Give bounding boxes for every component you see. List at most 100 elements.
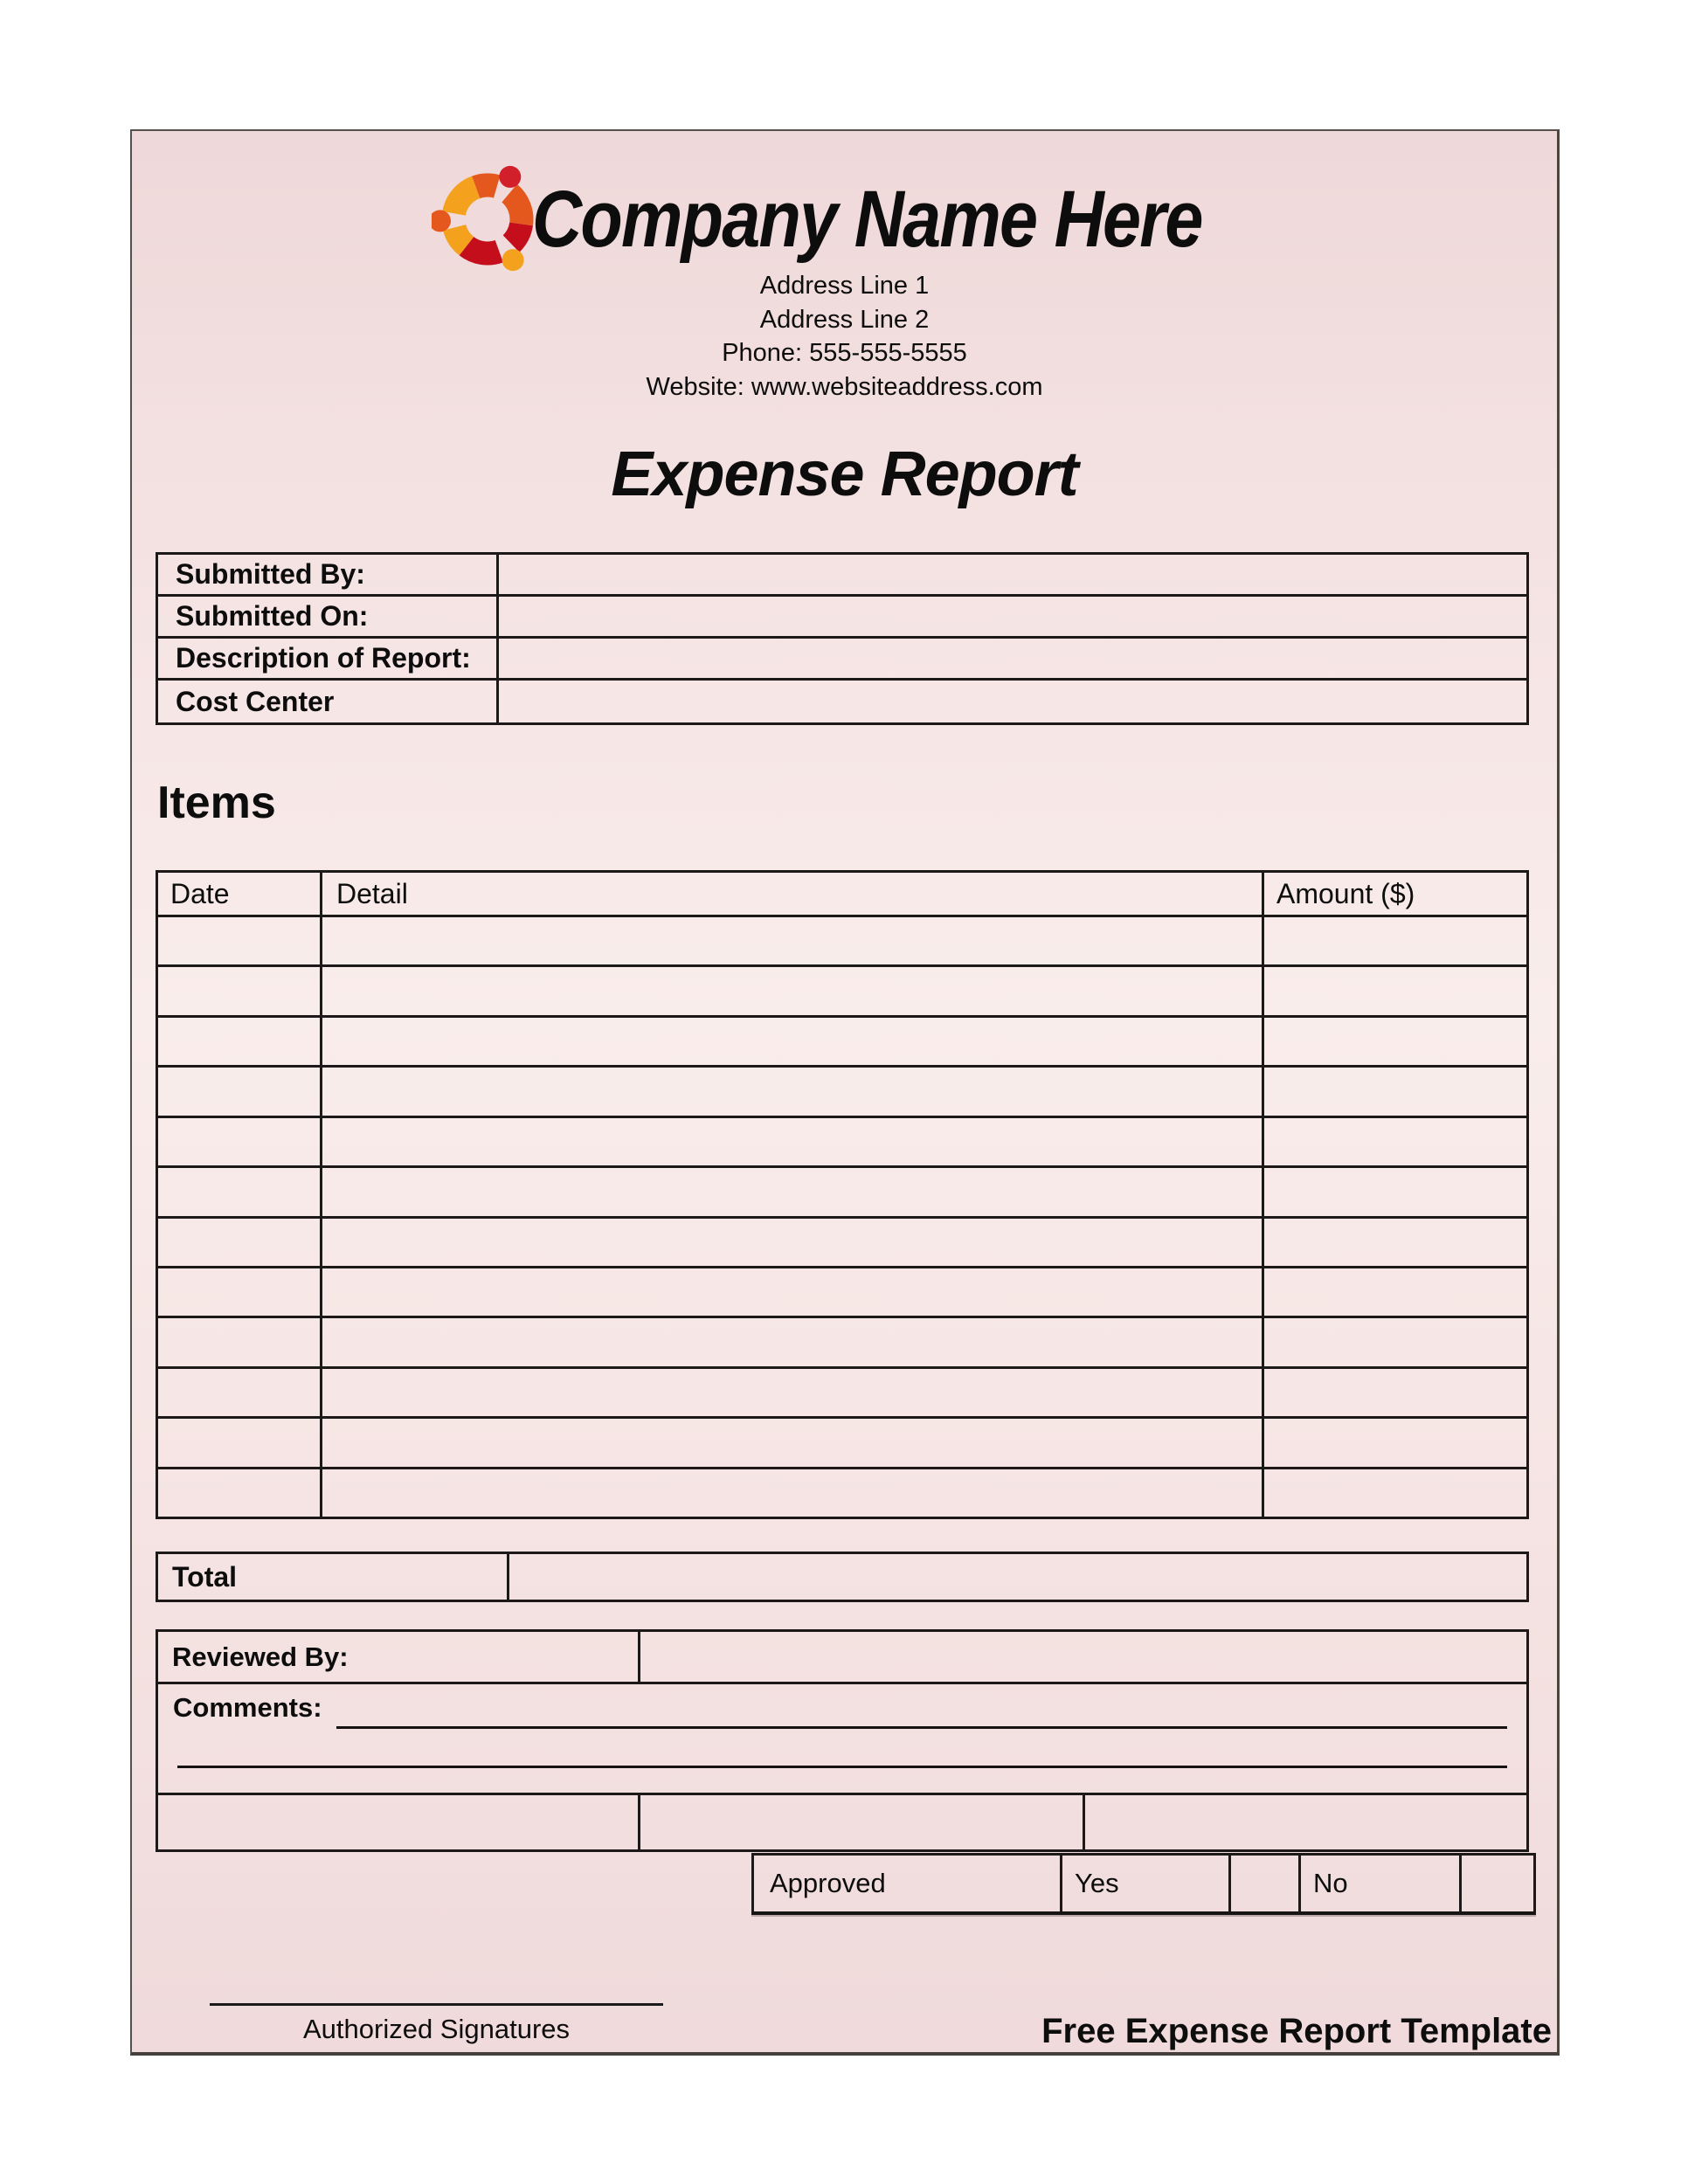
item-amount-cell[interactable]: [1264, 1068, 1526, 1115]
item-date-cell[interactable]: [158, 1218, 322, 1266]
item-amount-cell[interactable]: [1264, 1369, 1526, 1416]
review-extra-row: [158, 1795, 1526, 1849]
amount-column-header: Amount ($): [1276, 877, 1415, 909]
comments-row: Comments:: [158, 1684, 1526, 1795]
item-date-cell[interactable]: [158, 1318, 322, 1366]
table-row: Submitted On:: [158, 597, 1526, 639]
total-label: Total: [158, 1554, 509, 1600]
item-amount-cell[interactable]: [1264, 917, 1526, 964]
item-detail-cell[interactable]: [322, 1117, 1264, 1166]
website-line: Website: www.websiteaddress.com: [646, 372, 1043, 401]
company-name: Company Name Here: [532, 175, 1203, 264]
item-date-cell[interactable]: [158, 1419, 322, 1467]
phone-line: Phone: 555-555-5555: [722, 339, 967, 367]
comments-writing-line[interactable]: [177, 1766, 1507, 1768]
item-amount-cell[interactable]: [1264, 1318, 1526, 1365]
item-detail-cell[interactable]: [322, 1268, 1264, 1317]
item-row: [158, 1068, 1526, 1118]
item-detail-cell[interactable]: [322, 917, 1264, 965]
authorized-signatures-caption: Authorized Signatures: [302, 2014, 571, 2044]
item-detail-cell[interactable]: [322, 1168, 1264, 1216]
review-blank-cell[interactable]: [1085, 1795, 1526, 1849]
approved-yes-label: Yes: [1062, 1856, 1231, 1911]
item-amount-cell[interactable]: [1264, 1168, 1526, 1215]
items-table: Date Detail Amount ($): [156, 870, 1529, 1519]
item-date-cell[interactable]: [158, 1117, 322, 1166]
reviewed-by-field[interactable]: [640, 1632, 1526, 1682]
item-amount-cell[interactable]: [1264, 1118, 1526, 1165]
total-table: Total: [156, 1552, 1529, 1602]
review-blank-cell[interactable]: [640, 1795, 1085, 1849]
item-detail-cell[interactable]: [322, 1068, 1264, 1116]
item-row: [158, 1168, 1526, 1219]
item-date-cell[interactable]: [158, 1469, 322, 1517]
approval-table: Approved Yes No: [751, 1853, 1536, 1915]
item-date-cell[interactable]: [158, 1168, 322, 1216]
total-amount-field[interactable]: [509, 1554, 1526, 1600]
submitted-by-field[interactable]: [499, 555, 1526, 594]
items-rows: [158, 917, 1526, 1517]
item-amount-cell[interactable]: [1264, 1419, 1526, 1466]
item-amount-cell[interactable]: [1264, 1219, 1526, 1266]
item-row: [158, 1419, 1526, 1469]
description-of-report-label: Description of Report:: [158, 639, 499, 678]
comments-writing-line[interactable]: [336, 1726, 1507, 1729]
submission-info-table: Submitted By: Submitted On: Description …: [156, 552, 1529, 725]
item-amount-cell[interactable]: [1264, 1469, 1526, 1517]
item-amount-cell[interactable]: [1264, 1018, 1526, 1065]
item-row: [158, 917, 1526, 968]
item-row: [158, 1268, 1526, 1319]
reviewed-by-row: Reviewed By:: [158, 1632, 1526, 1684]
approved-no-checkbox-cell[interactable]: [1462, 1856, 1533, 1911]
item-row: [158, 1017, 1526, 1068]
expense-report-page: Company Name Here Address Line 1 Address…: [130, 129, 1560, 2056]
item-date-cell[interactable]: [158, 1268, 322, 1317]
total-row: Total: [158, 1554, 1526, 1600]
company-logo-circle-of-friends-icon: [432, 165, 534, 272]
items-section-heading: Items: [157, 778, 276, 828]
company-address-block: Address Line 1 Address Line 2 Phone: 555…: [132, 269, 1557, 404]
date-column-header: Date: [158, 873, 322, 915]
description-of-report-field[interactable]: [499, 639, 1526, 678]
approval-row: Approved Yes No: [754, 1856, 1533, 1911]
submitted-on-label: Submitted On:: [158, 597, 499, 636]
cost-center-field[interactable]: [499, 681, 1526, 722]
item-detail-cell[interactable]: [322, 967, 1264, 1015]
item-detail-cell[interactable]: [322, 1368, 1264, 1417]
submitted-by-label: Submitted By:: [158, 555, 499, 594]
submitted-on-field[interactable]: [499, 597, 1526, 636]
detail-column-header: Detail: [322, 873, 1264, 915]
item-row: [158, 1368, 1526, 1420]
item-date-cell[interactable]: [158, 1017, 322, 1066]
item-row: [158, 1218, 1526, 1268]
item-detail-cell[interactable]: [322, 1318, 1264, 1366]
item-detail-cell[interactable]: [322, 1419, 1264, 1467]
items-header-row: Date Detail Amount ($): [158, 873, 1526, 917]
item-row: [158, 1469, 1526, 1517]
item-date-cell[interactable]: [158, 1368, 322, 1417]
page-title: Expense Report: [611, 439, 1078, 509]
approved-no-label: No: [1301, 1856, 1462, 1911]
item-detail-cell[interactable]: [322, 1218, 1264, 1266]
item-amount-cell[interactable]: [1264, 967, 1526, 1014]
item-detail-cell[interactable]: [322, 1469, 1264, 1517]
item-date-cell[interactable]: [158, 917, 322, 965]
address-line-2: Address Line 2: [759, 305, 930, 334]
table-row: Description of Report:: [158, 639, 1526, 681]
table-row: Submitted By:: [158, 555, 1526, 597]
item-detail-cell[interactable]: [322, 1017, 1264, 1066]
comments-label: Comments:: [173, 1692, 322, 1723]
item-amount-cell[interactable]: [1264, 1268, 1526, 1316]
reviewed-by-label: Reviewed By:: [158, 1632, 640, 1682]
item-date-cell[interactable]: [158, 967, 322, 1015]
item-row: [158, 1117, 1526, 1169]
approved-yes-checkbox-cell[interactable]: [1231, 1856, 1301, 1911]
item-row: [158, 967, 1526, 1018]
signature-line[interactable]: [210, 2003, 663, 2006]
review-blank-cell[interactable]: [158, 1795, 640, 1849]
review-table: Reviewed By: Comments:: [156, 1629, 1529, 1852]
address-line-1: Address Line 1: [759, 272, 930, 300]
cost-center-label: Cost Center: [158, 681, 499, 722]
item-date-cell[interactable]: [158, 1068, 322, 1116]
